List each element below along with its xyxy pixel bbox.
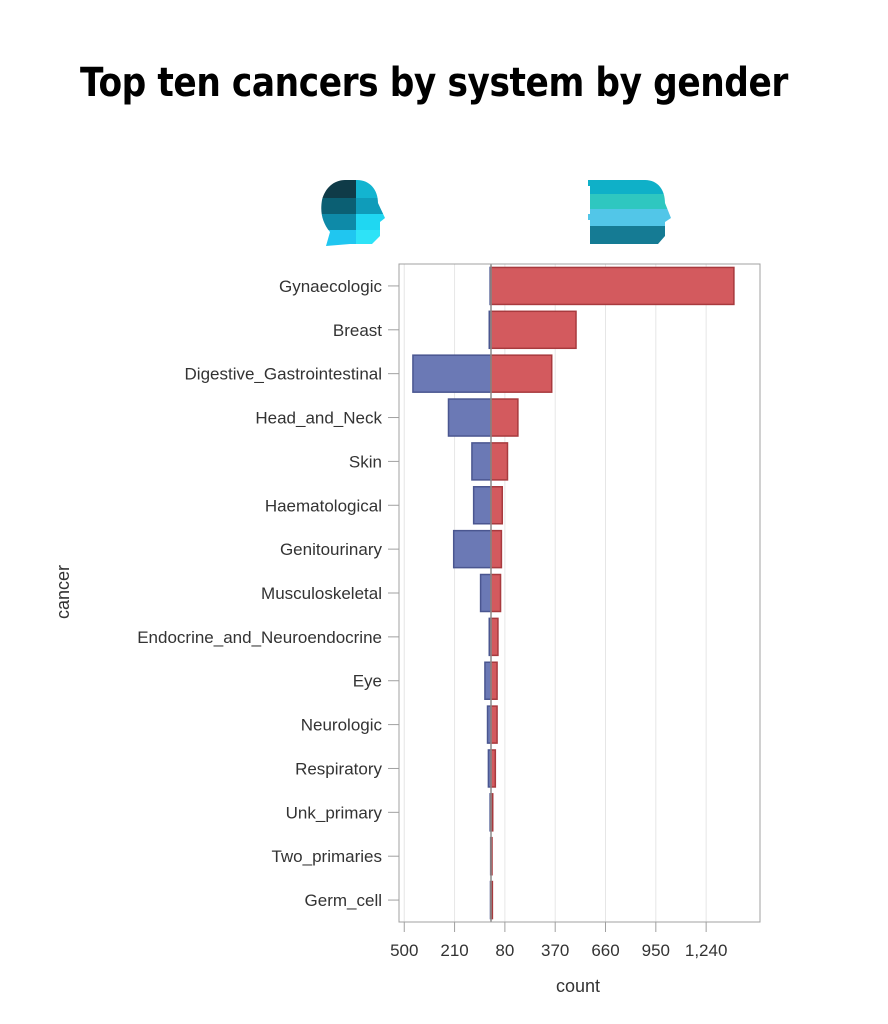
bar-male-eye [484, 661, 492, 700]
y-tick-label: Musculoskeletal [261, 584, 382, 603]
y-tick-label: Respiratory [295, 759, 382, 778]
y-tick-label: Skin [349, 452, 382, 471]
bar-female-eye [490, 661, 498, 700]
bar-female-haematological [490, 486, 504, 525]
y-tick-label: Eye [353, 672, 382, 691]
chart-bars [412, 264, 735, 922]
y-tick-label: Endocrine_and_Neuroendocrine [137, 628, 382, 647]
x-tick-label: 950 [642, 941, 670, 960]
y-tick-label: Digestive_Gastrointestinal [185, 365, 382, 384]
bar-female-breast [490, 310, 577, 350]
y-axis-tick-labels: Gynaecologic Breast Digestive_Gastrointest… [137, 277, 399, 910]
y-tick-label: Head_and_Neck [255, 409, 382, 428]
x-axis-tick-labels: 500 210 80 370 660 950 1,240 [390, 922, 727, 960]
y-tick-label: Germ_cell [305, 891, 382, 910]
bar-male-haematological [472, 486, 492, 525]
bar-male-genitourinary [452, 529, 492, 569]
y-tick-label: Neurologic [301, 716, 383, 735]
x-axis-label: count [556, 976, 600, 996]
y-tick-label: Two_primaries [271, 847, 382, 866]
y-tick-label: Gynaecologic [279, 277, 383, 296]
bar-female-genitourinary [490, 529, 503, 569]
bar-female-skin [490, 442, 509, 481]
bar-male-skin [471, 442, 492, 481]
bar-male-digestive-gastrointestinal [412, 354, 492, 393]
bar-male-musculoskeletal [479, 573, 492, 613]
bar-female-endocrine-and-neuroendocrine [490, 617, 499, 657]
y-tick-label: Unk_primary [286, 803, 383, 822]
y-tick-label: Haematological [265, 496, 382, 515]
x-tick-label: 210 [440, 941, 468, 960]
bar-female-head-and-neck [490, 398, 519, 437]
bar-female-digestive-gastrointestinal [490, 354, 553, 393]
female-head-stripes [588, 180, 622, 238]
y-tick-label: Genitourinary [280, 540, 383, 559]
y-axis-label: cancer [53, 565, 73, 619]
x-tick-label: 660 [591, 941, 619, 960]
male-head-profile-icon [321, 180, 385, 246]
x-tick-label: 80 [495, 941, 514, 960]
bar-female-musculoskeletal [490, 573, 502, 613]
page-title: Top ten cancers by system by gender [80, 60, 788, 106]
x-tick-label: 1,240 [685, 941, 728, 960]
bar-male-head-and-neck [447, 398, 492, 437]
bar-female-gynaecologic [490, 266, 735, 306]
bar-female-neurologic [490, 705, 498, 744]
y-tick-label: Breast [333, 321, 382, 340]
x-tick-label: 500 [390, 941, 418, 960]
female-head-profile-icon [590, 180, 671, 244]
x-tick-label: 370 [541, 941, 569, 960]
